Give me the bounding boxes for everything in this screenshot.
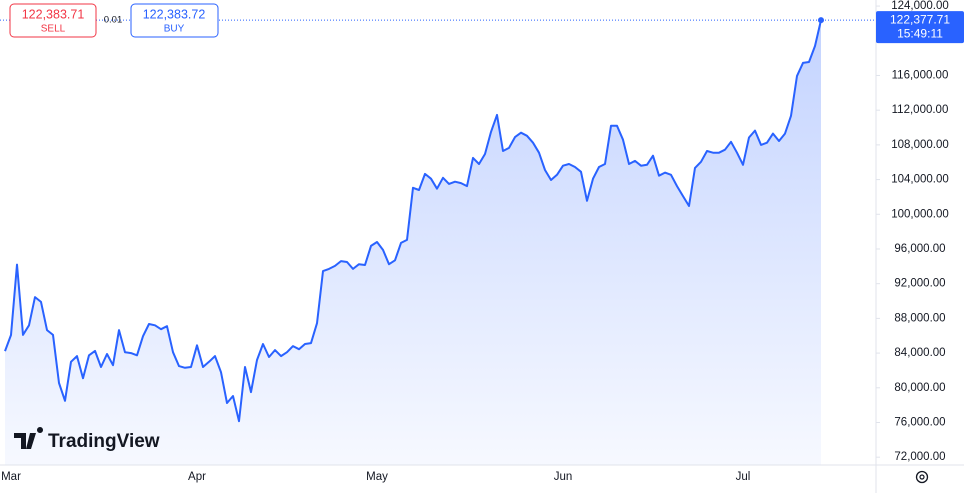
buy-price: 122,383.72 — [143, 7, 206, 21]
y-tick-label: 76,000.00 — [894, 417, 945, 429]
gear-icon — [919, 474, 925, 480]
y-tick-label: 88,000.00 — [894, 312, 945, 324]
y-tick-label: 100,000.00 — [891, 208, 949, 220]
last-point — [818, 17, 824, 24]
sell-price: 122,383.71 — [22, 7, 85, 21]
logo-icon — [14, 427, 44, 449]
buy-label: BUY — [164, 24, 185, 35]
area-fill — [5, 20, 821, 465]
price-label: 122,377.71 — [890, 12, 950, 26]
x-tick-label: Apr — [188, 471, 206, 483]
y-tick-label: 80,000.00 — [894, 382, 945, 394]
buy-button[interactable] — [130, 3, 219, 38]
x-tick-label: Jun — [554, 471, 573, 483]
y-tick-label: 112,000.00 — [892, 104, 949, 116]
y-tick-label: 124,000.00 — [891, 0, 949, 12]
x-tick-label: Jul — [736, 471, 751, 483]
logo: TradingView — [14, 427, 160, 452]
x-tick-label: Mar — [1, 471, 21, 483]
x-tick-label: May — [366, 471, 388, 483]
y-tick-label: 104,000.00 — [891, 174, 949, 186]
axes: 72,000.00 76,000.00 80,000.00 84,000.00 88,0… — [1, 0, 949, 483]
y-tick-label: 116,000.00 — [892, 70, 949, 82]
plot-area — [0, 17, 876, 465]
gear-icon — [915, 470, 929, 484]
y-tick-label: 72,000.00 — [894, 451, 945, 463]
price-line — [4, 19, 822, 423]
brand: TradingView — [48, 431, 160, 452]
price-label-box — [876, 11, 964, 44]
y-tick-label: 108,000.00 — [891, 139, 949, 151]
y-tick-label: 84,000.00 — [894, 347, 945, 359]
settings-button[interactable] — [915, 470, 929, 484]
sell-button[interactable] — [9, 3, 97, 38]
sell-label: SELL — [41, 24, 66, 35]
y-tick-label: 92,000.00 — [894, 278, 945, 290]
spread: 0.01 — [104, 15, 123, 26]
y-tick-label: 96,000.00 — [894, 243, 945, 255]
price-time: 15:49:11 — [897, 26, 943, 40]
